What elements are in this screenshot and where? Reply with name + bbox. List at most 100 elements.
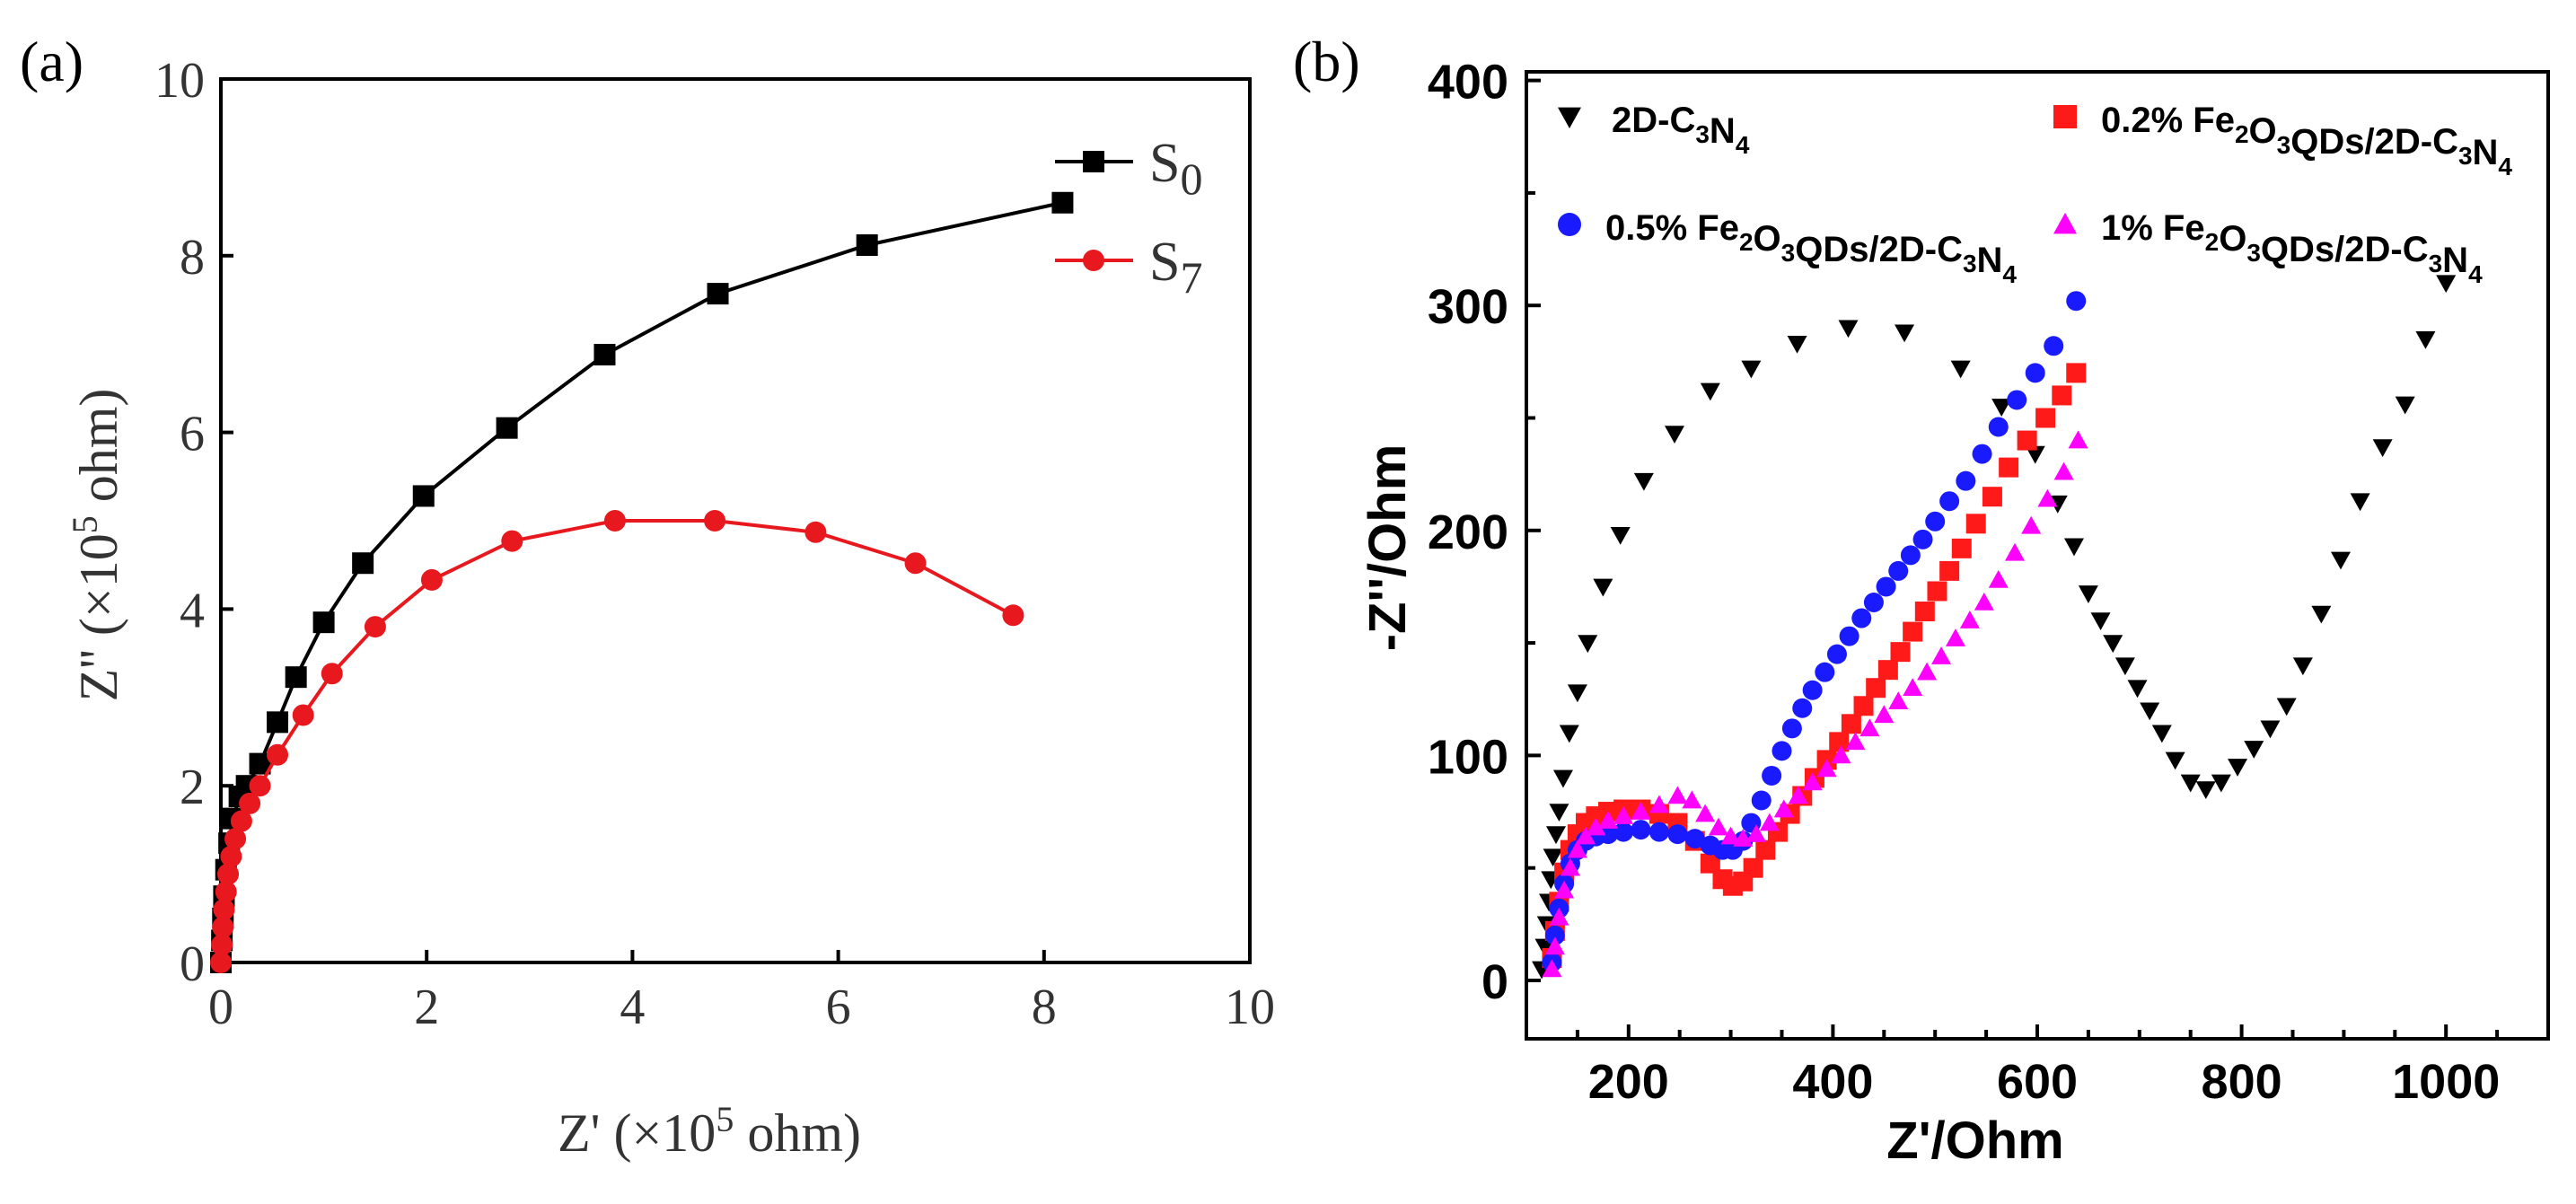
panel-a-y-axis-title-suffix: ohm) <box>69 389 128 516</box>
panel-a-series-S7-point <box>224 828 247 850</box>
panel-a-series-S7-point <box>210 952 232 973</box>
panel-a-y-tick-label: 10 <box>154 53 205 109</box>
panel-b-series-0-point <box>1567 684 1587 703</box>
panel-b-series-2-point <box>1972 444 1992 464</box>
panel-b-legend-0-label: 2D-C3N4 <box>1612 101 1750 159</box>
panel-b-series-2-point <box>1772 741 1792 761</box>
panel-b-legend-3-marker <box>2053 213 2077 234</box>
panel-b-series-0-point <box>2260 720 2281 739</box>
panel-b-series-3-point <box>1945 628 1965 646</box>
panel-b-series-3-point <box>1554 880 1575 899</box>
panel-a-y-axis-title: Z'' (×105 ohm) <box>65 389 128 702</box>
panel-b-series-3-point <box>1720 826 1741 845</box>
panel-b-series-1-point <box>1841 714 1861 734</box>
panel-a-y-axis-title-exp: 5 <box>65 515 105 533</box>
panel-b-series-0-point <box>2211 774 2231 793</box>
panel-a-legend-S7-label: S7 <box>1149 232 1202 303</box>
panel-b-series-2-point <box>1648 822 1669 842</box>
panel-a-series-S7-line <box>219 519 1015 963</box>
panel-b-series-0-point <box>1593 578 1613 597</box>
panel-b-series-0-point <box>1559 725 1579 743</box>
panel-b-series-0-point <box>2180 774 2201 793</box>
panel-b-series-2-point <box>1863 592 1884 612</box>
panel-b-series-0-point <box>2151 725 2172 743</box>
panel-b-series-3-point <box>1974 592 1994 611</box>
panel-b-series-3-point <box>1544 936 1565 955</box>
panel-b-x-axis-title: Z'/Ohm <box>1886 1112 2063 1170</box>
panel-a-axes: 0 2 4 6 8 10 0 2 4 6 8 10 <box>154 53 1275 1035</box>
panel-b-series-2-point <box>1598 824 1619 845</box>
panel-b-series-1-point <box>1877 660 1898 681</box>
panel-a-series-S0-point <box>312 611 335 634</box>
panel-b-series-1-point <box>1890 642 1911 663</box>
panel-b-series-3-point <box>1586 817 1606 836</box>
panel-a-x-axis-title-prefix: Z' (×10 <box>558 1103 716 1163</box>
panel-b-series-0-point <box>1543 848 1563 867</box>
panel-b-series-0-point <box>1546 826 1567 845</box>
panel-b-series-0-point <box>2127 680 2148 699</box>
panel-a-legend-S0-label: S0 <box>1149 133 1202 204</box>
panel-b-series-0-point <box>2292 657 2313 676</box>
panel-b-series-3-point <box>2053 461 2074 480</box>
panel-a-label: (a) <box>20 30 84 93</box>
panel-a-series-S7-point <box>239 792 261 814</box>
panel-b-series-2-point <box>2044 336 2064 356</box>
panel-b-series-group <box>1532 275 2457 980</box>
panel-b-series-1-point <box>2035 408 2056 428</box>
panel-b-series-1-point <box>2066 363 2087 383</box>
panel-b-axes: 200 400 600 800 1000 0 100 200 300 400 <box>1428 56 2550 1109</box>
panel-a-series-S0-point <box>285 666 307 689</box>
panel-b-chart: (b) 200 400 600 800 1000 0 100 200 300 400 2D-C3N… <box>1293 30 2550 1170</box>
panel-b-y-tick-label: 0 <box>1481 955 1508 1009</box>
panel-b-series-2-point <box>1613 822 1634 842</box>
panel-a-series-S0-point <box>1051 191 1074 214</box>
panel-a-series-S7-point <box>321 663 343 685</box>
panel-b-x-tick-label: 200 <box>1588 1055 1669 1109</box>
panel-b-series-0-point <box>1578 635 1598 654</box>
panel-b-series-3-point <box>1542 959 1562 978</box>
panel-b-series-3-point <box>1708 817 1728 836</box>
panel-b-series-3-point <box>1549 907 1569 926</box>
panel-b-series-3-point <box>1859 718 1880 737</box>
panel-b-series-3-point <box>1845 732 1866 751</box>
panel-b-series-0-point <box>2103 635 2123 654</box>
panel-b-series-0-point <box>2114 657 2135 676</box>
panel-b-legend-2-label: 0.5% Fe2O3QDs/2D-C3N4 <box>1605 208 2017 288</box>
panel-a-series-S0-point <box>267 711 289 734</box>
panel-a-series-S7-point <box>211 934 233 956</box>
panel-b-series-2-point <box>1826 644 1847 664</box>
panel-a-series-S7-point <box>215 881 237 903</box>
panel-b-series-2-point <box>1939 491 1960 512</box>
panel-b-series-2-point <box>1900 545 1921 566</box>
panel-b-x-tick-label: 1000 <box>2392 1055 2500 1109</box>
panel-b-series-3-point <box>1788 786 1808 804</box>
panel-a-y-tick-label: 0 <box>180 936 205 992</box>
panel-b-series-3-point <box>1917 662 1938 681</box>
panel-b-series-0-point <box>2090 612 2111 631</box>
panel-b-series-3-point <box>2037 488 2058 507</box>
panel-b-series-0-point <box>1700 382 1720 401</box>
panel-a-series-S7-point <box>804 521 827 543</box>
panel-b-y-tick-label: 400 <box>1428 56 1508 110</box>
panel-a-x-tick-label: 10 <box>1225 980 1275 1035</box>
panel-b-series-3-point <box>1831 745 1851 764</box>
panel-a-series-S7-point <box>217 863 240 885</box>
panel-b-series-2-point <box>1544 925 1565 945</box>
panel-a-x-tick-label: 4 <box>620 980 645 1035</box>
panel-a-x-tick-label: 0 <box>208 980 233 1035</box>
panel-a-y-axis-title-prefix: Z'' (×10 <box>69 533 128 701</box>
panel-b-series-0-point <box>2063 538 2084 557</box>
panel-b-series-0-point <box>2350 493 2370 512</box>
panel-a-series-S7-point <box>267 743 289 766</box>
panel-a-series-S7-point <box>420 568 443 591</box>
panel-b-series-1-point <box>1853 696 1874 716</box>
panel-b-series-0-point <box>1838 320 1859 338</box>
panel-b-series-1-point <box>1903 621 1923 642</box>
panel-b-series-2-point <box>1851 608 1872 628</box>
panel-a-x-axis-title-exp: 5 <box>716 1099 734 1139</box>
panel-a-series-S7-point <box>603 510 626 532</box>
panel-a-series-S7-point <box>904 552 927 575</box>
panel-b-series-2-point <box>1751 790 1772 811</box>
